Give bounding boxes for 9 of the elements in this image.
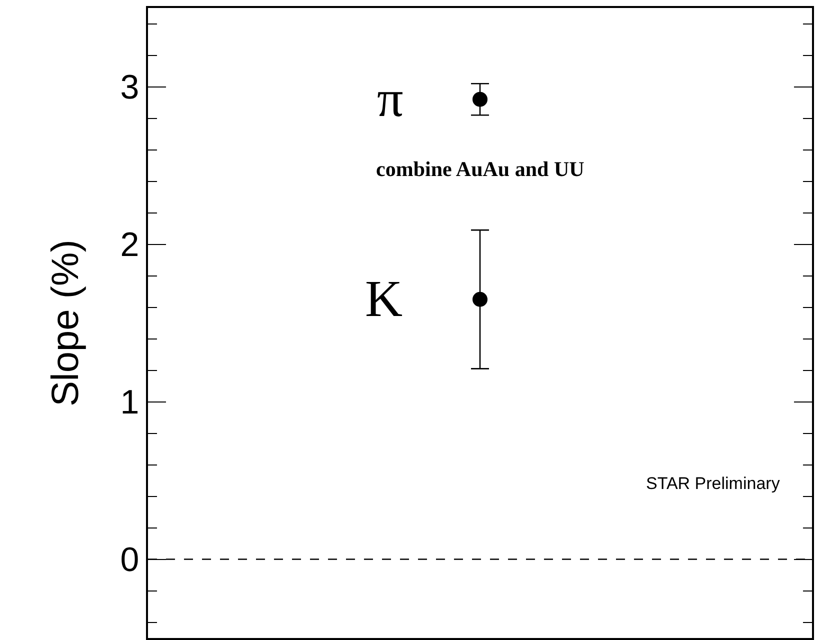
y-tick-label: 0 [120,541,140,580]
y-tick-label: 1 [120,384,140,422]
y-axis-title: Slope (%) [44,240,87,406]
y-tick-label: 2 [120,226,140,264]
annotation: STAR Preliminary [646,474,780,493]
y-tick-label: 3 [120,68,140,107]
series-label: K [365,271,403,328]
series-label: π [377,71,404,128]
annotation: combine AuAu and UU [376,157,584,181]
